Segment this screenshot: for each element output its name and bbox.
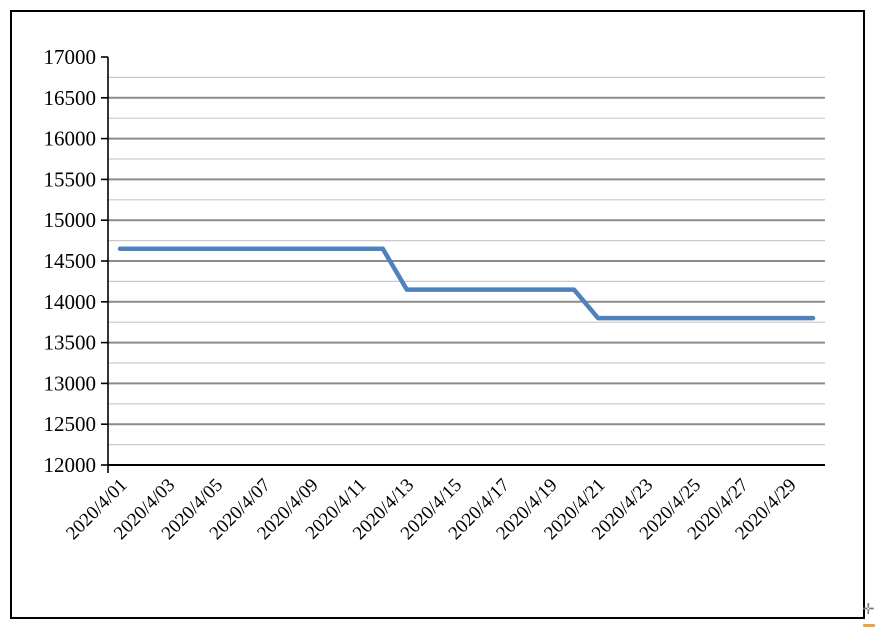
y-axis-label: 12500 bbox=[44, 412, 97, 436]
y-axis-label: 14000 bbox=[44, 290, 97, 314]
y-axis-label: 16000 bbox=[44, 127, 97, 151]
y-axis-label: 17000 bbox=[44, 45, 97, 69]
y-axis-label: 14500 bbox=[44, 249, 97, 273]
y-axis-label: 15000 bbox=[44, 208, 97, 232]
move-cursor-icon: ✛ bbox=[862, 600, 875, 618]
y-axis-label: 12000 bbox=[44, 453, 97, 477]
y-axis-label: 15500 bbox=[44, 167, 97, 191]
chart-object-frame[interactable] bbox=[10, 10, 865, 619]
y-axis-label: 16500 bbox=[44, 86, 97, 110]
series-line bbox=[117, 246, 816, 321]
y-axis-label: 13500 bbox=[44, 331, 97, 355]
y-axis-label: 13000 bbox=[44, 371, 97, 395]
orange-handle-mark bbox=[863, 624, 875, 627]
